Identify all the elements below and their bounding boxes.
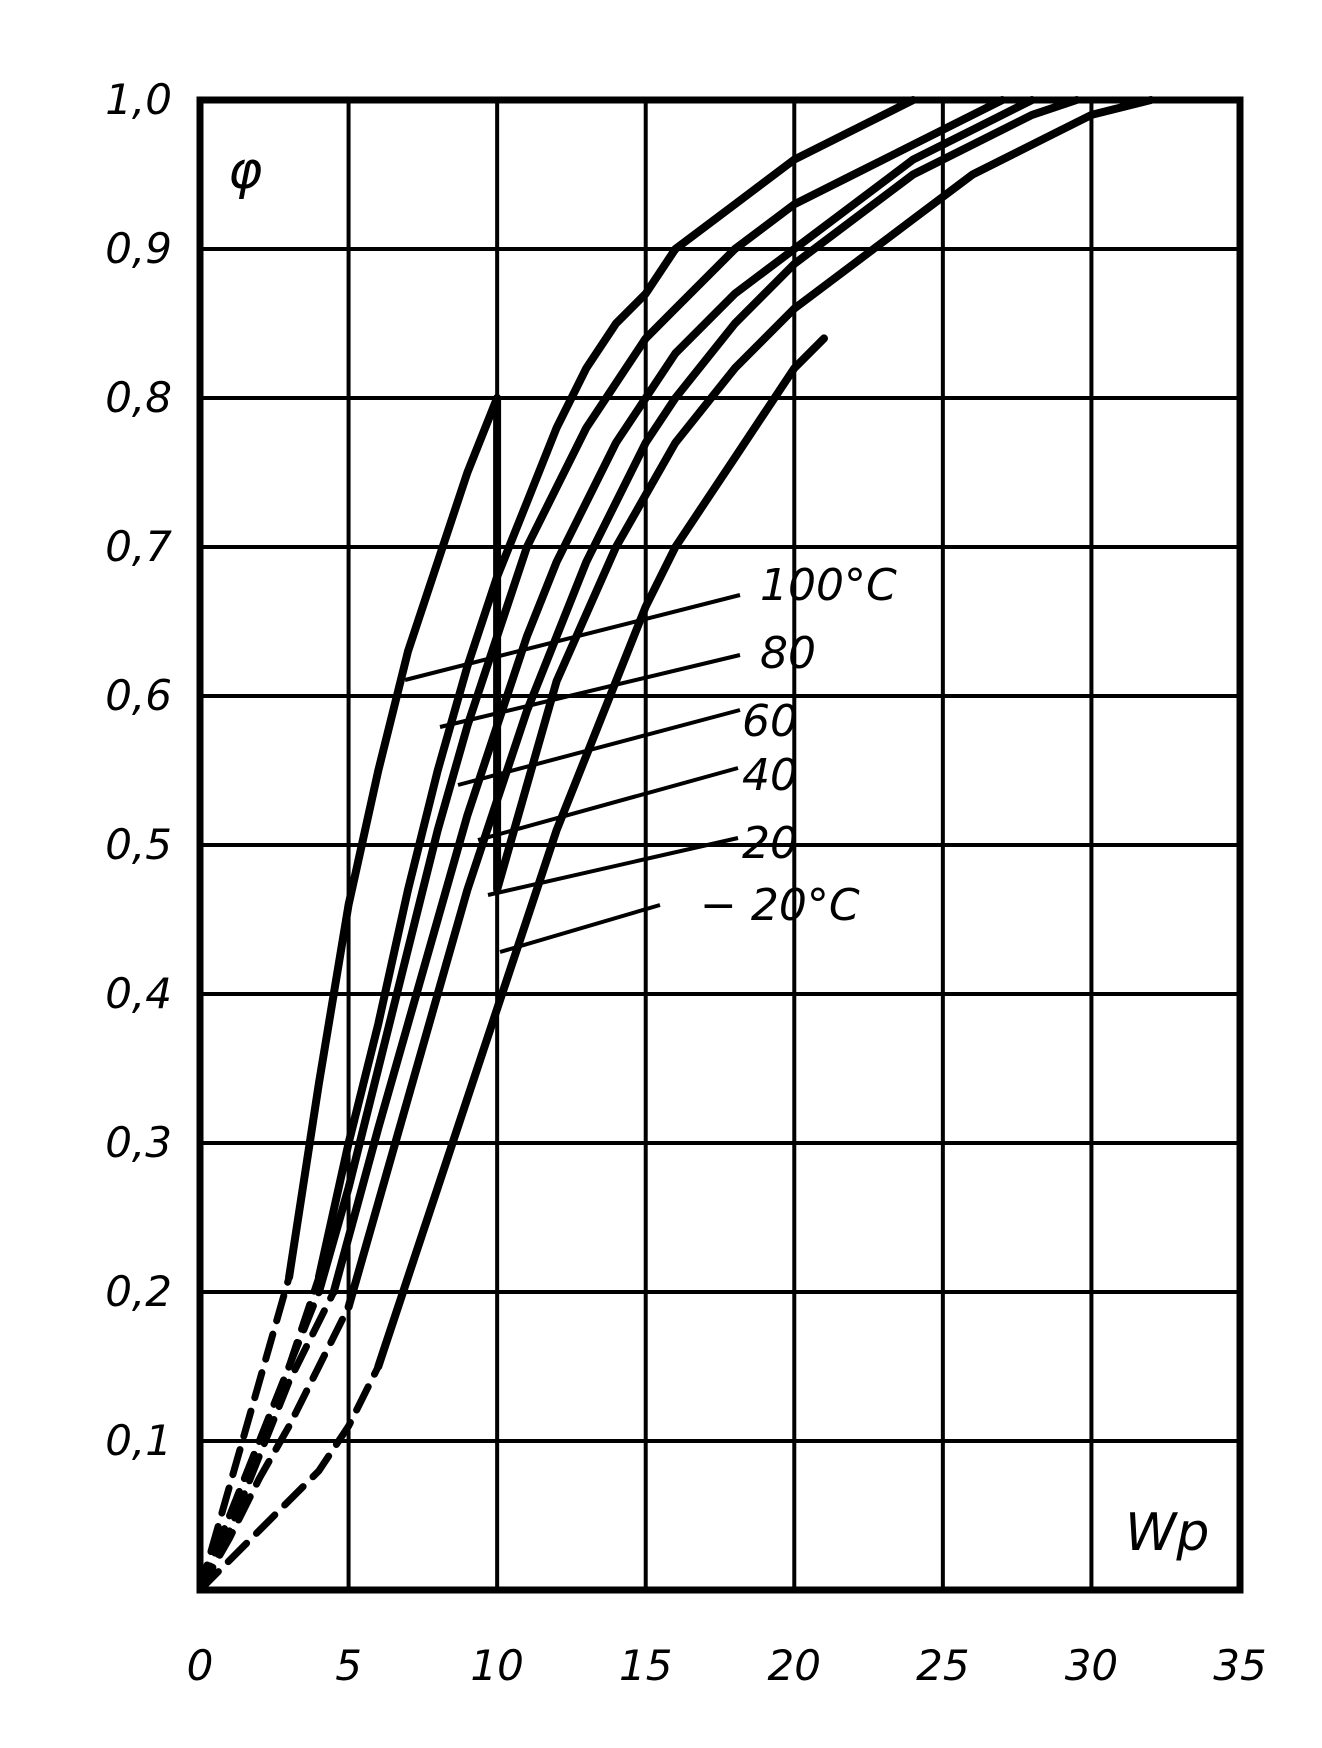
- plot-frame: [196, 96, 1244, 1594]
- y-tick-label: 1,0: [105, 75, 172, 124]
- x-tick-label: 30: [1065, 1641, 1118, 1690]
- series-leader-line: [404, 593, 741, 682]
- x-tick-label: 10: [470, 1641, 523, 1690]
- series-label: 20: [742, 818, 798, 869]
- x-tick-label: 35: [1213, 1641, 1266, 1690]
- y-tick-label: 0,9: [105, 224, 172, 273]
- x-tick-label: 0: [187, 1641, 214, 1690]
- series-line-5: [374, 334, 828, 1371]
- series-line-4: [344, 96, 1081, 1311]
- series-line-1: [314, 96, 918, 1282]
- series-leader-line: [457, 708, 741, 787]
- series-label: 40: [742, 750, 798, 801]
- series-line-6: [493, 96, 1155, 894]
- series-line-0: [285, 394, 502, 1282]
- series-label: 100°C: [760, 560, 897, 611]
- y-tick-labels: 0,1 0,2 0,3 0,4 0,5 0,6 0,7 0,8 0,9 1,0: [105, 75, 172, 1465]
- plot-border: [196, 96, 1244, 1594]
- x-tick-labels: 0 5 10 15 20 25 30 35: [187, 1641, 1267, 1690]
- y-tick-label: 0,8: [105, 373, 172, 422]
- series-label: − 20°C: [700, 880, 860, 931]
- x-tick-label: 20: [768, 1641, 821, 1690]
- series-layer: [196, 96, 1155, 1594]
- y-tick-label: 0,3: [105, 1118, 172, 1167]
- label-leaders: [404, 593, 741, 954]
- x-tick-label: 15: [619, 1641, 672, 1690]
- y-tick-label: 0,2: [105, 1267, 172, 1316]
- x-tick-label: 5: [335, 1641, 362, 1690]
- series-line-dashed-2: [196, 1288, 323, 1594]
- series-label: 80: [760, 628, 816, 679]
- x-tick-label: 25: [916, 1641, 969, 1690]
- series-line-dashed-4: [196, 1303, 353, 1594]
- series-leader-line: [477, 766, 739, 842]
- y-tick-label: 0,6: [105, 671, 172, 720]
- x-axis-label: Wp: [1125, 1503, 1209, 1563]
- y-tick-label: 0,7: [105, 522, 172, 571]
- series-leader-line: [439, 653, 741, 729]
- series-line-2: [314, 96, 1007, 1296]
- y-tick-label: 0,4: [105, 969, 172, 1018]
- series-leader-line: [499, 903, 661, 954]
- series-label: 60: [742, 696, 798, 747]
- series-line-dashed-0: [196, 1273, 293, 1594]
- series-leader-line: [487, 836, 739, 897]
- y-tick-label: 0,5: [105, 820, 172, 869]
- y-axis-label: φ: [228, 141, 262, 201]
- series-line-3: [329, 96, 1036, 1296]
- series-line-dashed-5: [196, 1363, 382, 1594]
- y-tick-label: 0,1: [105, 1416, 172, 1465]
